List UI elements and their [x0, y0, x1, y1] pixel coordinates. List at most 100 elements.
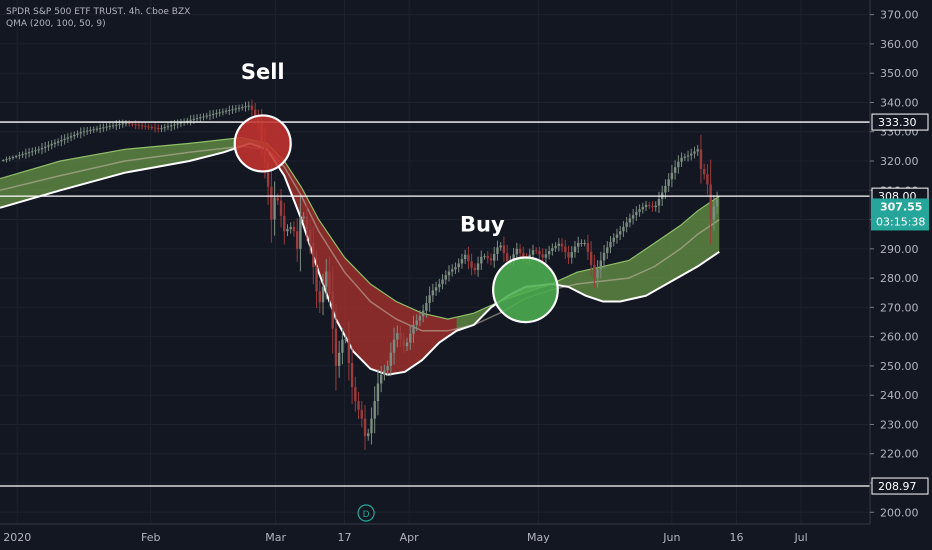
candle-body — [237, 107, 241, 109]
candle-body — [202, 116, 205, 118]
candle-body — [295, 231, 299, 249]
candle-body — [386, 365, 389, 371]
candle-body — [147, 126, 150, 128]
candle-body — [670, 172, 674, 180]
candle-body — [544, 254, 548, 258]
candle-body — [447, 271, 451, 276]
candle-body — [699, 149, 703, 170]
candle-body — [60, 140, 63, 142]
candle-body — [124, 123, 128, 125]
candle-body — [218, 112, 221, 114]
candle-body — [664, 185, 667, 193]
candle-body — [573, 246, 577, 253]
candle-body — [596, 269, 599, 279]
candle-body — [531, 250, 535, 255]
candle-body — [34, 150, 37, 152]
candle-body — [657, 199, 661, 206]
candle-body — [118, 124, 121, 126]
candle-body — [538, 251, 541, 255]
candle-body — [253, 109, 257, 117]
candle-body — [40, 147, 44, 150]
candle-body — [328, 271, 331, 292]
candle-body — [706, 174, 709, 185]
candle-body — [315, 267, 318, 292]
candle-body — [496, 247, 499, 254]
candle-body — [709, 184, 712, 220]
candle-body — [228, 110, 231, 112]
candle-body — [483, 256, 486, 258]
candle-body — [641, 207, 645, 210]
candle-body — [693, 151, 696, 154]
symbol-title[interactable]: SPDR S&P 500 ETF TRUST, 4h, Cboe BZX — [6, 7, 191, 17]
candle-body — [399, 332, 402, 340]
candle-body — [502, 245, 506, 254]
candle-body — [409, 333, 412, 343]
candle-body — [470, 261, 473, 268]
candle-body — [690, 153, 693, 156]
candle-body — [31, 151, 34, 153]
candle-body — [602, 252, 606, 261]
candle-body — [179, 122, 183, 124]
candle-body — [350, 362, 354, 388]
candle-body — [160, 128, 163, 130]
candle-body — [102, 127, 105, 129]
candle-body — [27, 152, 31, 154]
annotation-buy: Buy — [460, 212, 505, 236]
last-price-tag — [871, 198, 929, 231]
bull-band-fill — [0, 137, 270, 208]
candle-body — [673, 167, 677, 173]
candle-body — [312, 242, 315, 268]
candle-body — [405, 342, 409, 347]
candle-body — [715, 199, 719, 207]
price-tick-label: 270.00 — [880, 301, 919, 314]
candle-body — [615, 234, 619, 238]
candle-body — [21, 154, 24, 156]
price-axis-bg — [870, 0, 932, 550]
candle-body — [360, 409, 363, 419]
candle-body — [144, 125, 147, 127]
candle-body — [73, 134, 76, 137]
candle-body — [279, 200, 283, 216]
candle-body — [631, 215, 635, 219]
candle-body — [247, 105, 250, 107]
candle-body — [515, 248, 519, 255]
candle-body — [192, 118, 196, 120]
candle-body — [357, 401, 360, 410]
price-tick-label: 220.00 — [880, 448, 919, 461]
candle-body — [283, 215, 286, 232]
candle-body — [24, 153, 28, 155]
candle-body — [115, 124, 118, 126]
candle-body — [415, 320, 418, 325]
candle-body — [451, 269, 454, 272]
candle-body — [373, 401, 376, 419]
candle-body — [428, 295, 431, 303]
candle-body — [82, 131, 86, 133]
candle-body — [157, 128, 160, 130]
candle-body — [460, 259, 464, 264]
price-tick-label: 250.00 — [880, 360, 919, 373]
candle-body — [66, 137, 70, 139]
candle-body — [205, 115, 208, 117]
candle-body — [321, 286, 325, 303]
candle-body — [547, 251, 551, 255]
chart-grid — [0, 0, 870, 524]
candle-body — [98, 127, 102, 129]
indicator-label[interactable]: QMA (200, 100, 50, 9) — [6, 19, 106, 29]
candle-body — [2, 160, 5, 162]
candle-body — [396, 332, 399, 340]
candle-body — [5, 159, 8, 161]
candle-body — [170, 125, 173, 127]
candle-body — [421, 310, 425, 317]
time-axis[interactable]: 2020 Feb Mar 17 Apr May Jun 16 Jul D — [0, 504, 932, 550]
signal-markers: Sell Buy — [233, 60, 559, 324]
candle-body — [654, 205, 657, 208]
candle-body — [667, 179, 670, 186]
candle-body — [622, 226, 625, 232]
candle-body — [286, 229, 289, 232]
candle-body — [140, 125, 144, 127]
candle-body — [712, 206, 716, 220]
price-axis[interactable]: 200.00210.00220.00230.00240.00250.00260.… — [869, 0, 932, 550]
buy-signal-circle — [492, 256, 559, 324]
price-tick-label: 290.00 — [880, 243, 919, 256]
